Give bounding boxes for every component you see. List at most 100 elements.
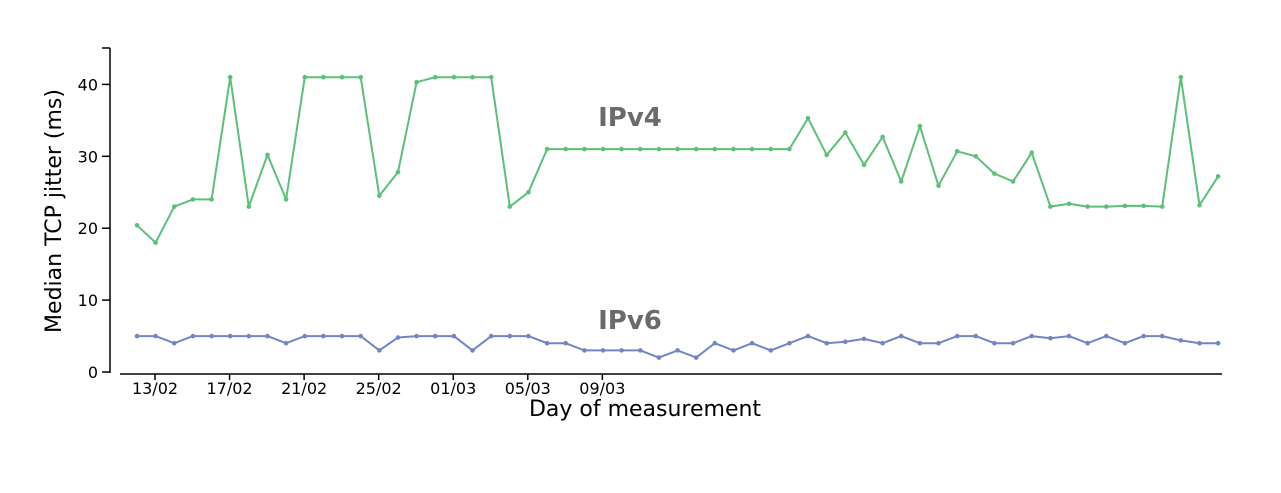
data-point-ipv4 — [544, 146, 550, 152]
data-point-ipv6 — [936, 340, 941, 346]
series-label-ipv6: IPv6 — [598, 306, 662, 336]
data-point-ipv4 — [712, 146, 718, 152]
data-point-ipv4 — [1085, 204, 1090, 209]
data-point-ipv4 — [917, 123, 923, 129]
data-point-ipv4 — [768, 146, 774, 152]
data-point-ipv6 — [190, 333, 196, 339]
data-point-ipv6 — [358, 333, 364, 339]
data-point-ipv4 — [1122, 203, 1128, 209]
series-line-ipv6 — [137, 335, 1219, 359]
data-point-ipv4 — [1159, 204, 1165, 209]
data-point-ipv4 — [339, 74, 345, 80]
x-axis-title: Day of measurement — [529, 397, 761, 422]
data-point-ipv6 — [675, 348, 680, 353]
data-point-ipv6 — [880, 340, 885, 346]
data-point-ipv4 — [246, 204, 252, 209]
data-point-ipv6 — [824, 340, 829, 346]
data-point-ipv6 — [656, 355, 662, 360]
data-point-ipv4 — [600, 146, 606, 152]
data-point-ipv6 — [749, 340, 755, 346]
x-tick-label: 17/02 — [207, 379, 253, 398]
data-point-ipv6 — [432, 333, 438, 339]
data-point-ipv6 — [209, 333, 214, 339]
data-point-ipv6 — [544, 340, 550, 346]
y-ticks: 0 10 20 30 40 — [78, 75, 110, 382]
data-point-ipv6 — [954, 333, 960, 339]
data-point-ipv6 — [1197, 340, 1202, 346]
data-point-ipv4 — [1048, 204, 1053, 209]
data-point-ipv4 — [488, 74, 494, 80]
x-tick-label: 01/03 — [430, 379, 476, 398]
data-point-ipv6 — [787, 340, 792, 346]
data-point-ipv6 — [898, 333, 904, 339]
data-point-ipv4 — [936, 183, 941, 189]
data-point-ipv6 — [414, 333, 419, 339]
data-point-ipv6 — [1122, 340, 1128, 346]
data-point-ipv4 — [451, 74, 457, 80]
x-tick-label: 09/03 — [579, 379, 625, 398]
data-point-ipv4 — [563, 146, 568, 152]
data-point-ipv4 — [134, 223, 140, 228]
data-point-ipv4 — [898, 179, 904, 184]
data-point-ipv4 — [787, 146, 792, 152]
data-point-ipv6 — [1066, 333, 1072, 339]
data-point-ipv4 — [227, 74, 233, 80]
data-point-ipv4 — [432, 74, 438, 80]
data-point-ipv4 — [880, 134, 885, 140]
data-point-ipv6 — [1104, 333, 1109, 339]
data-point-ipv4 — [843, 130, 848, 135]
data-point-ipv4 — [954, 149, 960, 154]
x-tick-label: 21/02 — [281, 379, 327, 398]
data-point-ipv6 — [470, 348, 475, 353]
data-point-ipv4 — [209, 197, 214, 202]
data-point-ipv4 — [731, 146, 736, 152]
data-point-ipv6 — [1141, 333, 1146, 339]
data-point-ipv6 — [582, 348, 587, 353]
data-point-ipv6 — [265, 333, 270, 339]
data-point-ipv4 — [283, 197, 289, 202]
data-point-ipv6 — [451, 333, 457, 339]
y-tick-label: 30 — [78, 147, 98, 166]
data-point-ipv4 — [190, 197, 196, 202]
data-point-ipv6 — [768, 348, 774, 353]
data-point-ipv6 — [992, 340, 997, 346]
data-point-ipv4 — [1104, 204, 1109, 209]
x-tick-label: 13/02 — [132, 379, 178, 398]
data-point-ipv6 — [526, 333, 531, 339]
data-point-ipv6 — [712, 340, 718, 346]
y-tick-label: 20 — [78, 219, 98, 238]
data-point-ipv6 — [861, 336, 867, 342]
data-point-ipv4 — [693, 146, 699, 152]
data-point-ipv6 — [488, 333, 494, 339]
data-point-ipv4 — [153, 240, 158, 245]
y-tick-label: 0 — [88, 363, 98, 382]
data-point-ipv4 — [675, 146, 680, 152]
data-point-ipv6 — [302, 333, 308, 339]
data-point-ipv6 — [600, 348, 606, 353]
y-axis-title: Median TCP jitter (ms) — [42, 89, 67, 333]
data-point-ipv4 — [507, 204, 513, 209]
data-point-ipv6 — [395, 335, 401, 340]
data-point-ipv4 — [377, 193, 382, 199]
data-point-ipv4 — [414, 79, 419, 85]
data-point-ipv4 — [1141, 203, 1146, 209]
data-point-ipv4 — [973, 154, 979, 159]
data-point-ipv6 — [805, 333, 811, 339]
data-point-ipv4 — [861, 162, 867, 168]
data-point-ipv4 — [638, 146, 643, 152]
data-point-ipv4 — [992, 171, 997, 176]
data-point-ipv6 — [638, 348, 643, 353]
data-point-ipv6 — [1215, 340, 1221, 346]
data-point-ipv4 — [1010, 179, 1016, 184]
data-point-ipv4 — [582, 146, 587, 152]
data-point-ipv6 — [172, 340, 177, 346]
x-ticks: 13/02 17/02 21/02 25/02 01/03 05/03 09/03 — [132, 374, 625, 398]
data-point-ipv4 — [470, 74, 475, 80]
data-point-ipv4 — [656, 146, 662, 152]
data-point-ipv4 — [824, 152, 829, 158]
x-tick-label: 25/02 — [356, 379, 402, 398]
data-point-ipv4 — [395, 169, 401, 175]
data-point-ipv6 — [283, 340, 289, 346]
data-point-ipv6 — [563, 340, 568, 346]
